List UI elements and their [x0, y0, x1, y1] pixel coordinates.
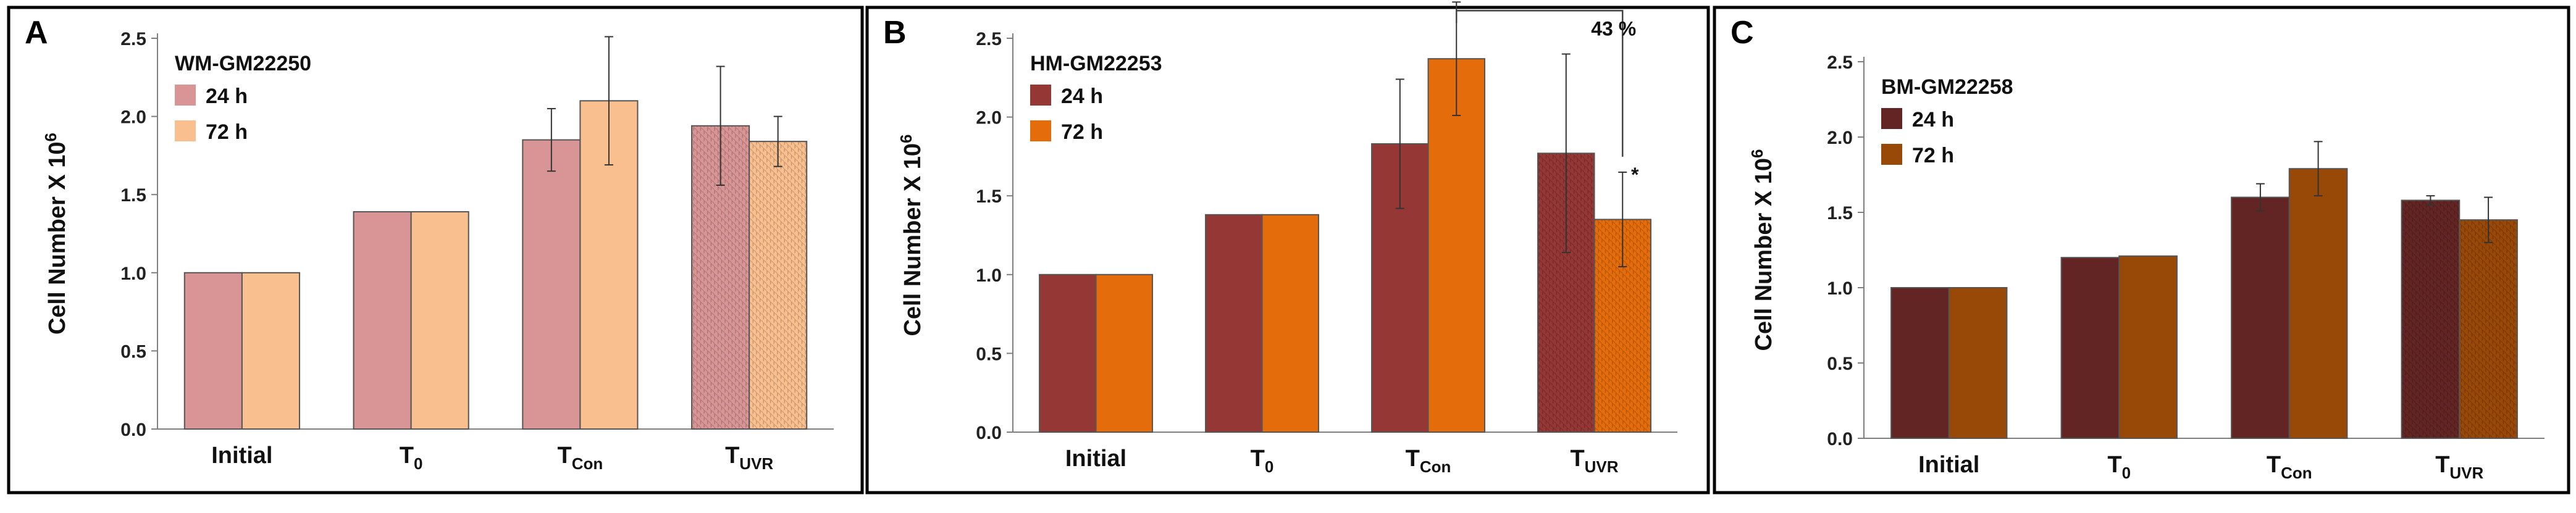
bar — [2459, 219, 2518, 439]
bar — [2401, 199, 2461, 439]
bar — [2060, 257, 2120, 439]
y-tick-label: 1.5 — [1827, 203, 1853, 223]
y-tick-label: 1.0 — [1827, 278, 1853, 299]
bar — [410, 211, 469, 430]
bar — [749, 141, 808, 430]
y-axis-label: Cell Number X 106 — [897, 134, 926, 336]
y-tick-label: 0.0 — [1827, 429, 1853, 449]
bar — [241, 272, 300, 430]
legend-label: 72 h — [1061, 120, 1103, 144]
legend-swatch — [1881, 144, 1902, 165]
chart-title: WM-GM22250 — [175, 52, 311, 75]
chart-title: HM-GM22253 — [1030, 52, 1162, 75]
panel-border — [1713, 6, 2570, 494]
bar — [183, 272, 243, 430]
chart-title: BM-GM22258 — [1881, 75, 2013, 99]
x-tick-label: Initial — [211, 443, 272, 469]
bar — [1890, 287, 1950, 439]
legend-label: 24 h — [206, 85, 248, 108]
bar — [1948, 287, 2008, 439]
panel-c: C 0.0 0.5 1.0 1.5 2.0 2.5 Cell Number X 106 Init… — [1713, 6, 2570, 494]
legend-swatch — [175, 85, 196, 106]
y-tick-label: 1.5 — [976, 186, 1002, 207]
y-axis-label: Cell Number X 106 — [1748, 149, 1777, 351]
panel-b: B 0.0 0.5 1.0 1.5 2.0 2.5 Cell Number X 106 Init… — [865, 1, 1710, 494]
bar — [353, 211, 412, 430]
percent-annotation: 43 % — [1591, 17, 1636, 40]
y-tick-label: 0.5 — [120, 341, 146, 362]
bar — [1261, 214, 1319, 433]
y-tick-label: 0.0 — [120, 420, 146, 440]
bar — [2288, 168, 2348, 439]
legend-label: 72 h — [1912, 144, 1954, 167]
x-tick-label: Initial — [1065, 446, 1126, 472]
panel-border — [7, 6, 864, 494]
x-tick-label: Initial — [1918, 452, 1979, 478]
legend-label: 24 h — [1912, 108, 1954, 131]
x-tick-label: TCon — [2267, 452, 2312, 482]
y-tick-label: 2.5 — [976, 29, 1002, 49]
y-tick-label: 2.0 — [1827, 128, 1853, 148]
comparison-bracket — [1455, 10, 1624, 157]
y-tick-label: 2.0 — [120, 107, 146, 128]
y-tick-label: 1.0 — [120, 264, 146, 284]
y-tick-label: 2.5 — [1827, 52, 1853, 73]
y-tick-label: 1.0 — [976, 265, 1002, 286]
x-tick-label: T0 — [1251, 446, 1274, 476]
bar — [1095, 273, 1153, 433]
x-tick-label: TCon — [1406, 446, 1451, 476]
bar — [2231, 196, 2290, 439]
x-tick-label: TUVR — [1570, 446, 1618, 476]
y-tick-label: 2.5 — [120, 29, 146, 49]
y-tick-label: 0.5 — [1827, 354, 1853, 374]
y-tick-label: 0.5 — [976, 344, 1002, 364]
x-tick-label: TCon — [557, 443, 603, 473]
y-tick-label: 0.0 — [976, 423, 1002, 443]
legend-label: 72 h — [206, 120, 248, 144]
x-tick-label: T0 — [400, 443, 423, 473]
x-tick-label: TUVR — [725, 443, 773, 473]
x-tick-label: T0 — [2107, 452, 2131, 482]
panel-letter: A — [25, 15, 48, 51]
panel-a: A 0.0 0.5 1.0 1.5 2.0 2.5 Cell Number X 106 Init… — [7, 6, 864, 494]
legend-swatch — [175, 120, 196, 141]
panel-letter: B — [883, 15, 907, 51]
legend-label: 24 h — [1061, 85, 1103, 108]
panel-border — [865, 6, 1710, 494]
significance-marker: * — [1631, 164, 1639, 186]
panel-letter: C — [1731, 15, 1754, 51]
y-axis-label: Cell Number X 106 — [41, 133, 70, 335]
legend-swatch — [1881, 108, 1902, 129]
y-tick-label: 1.5 — [120, 185, 146, 206]
legend-swatch — [1030, 85, 1051, 106]
bar — [522, 139, 581, 430]
legend-swatch — [1030, 120, 1051, 141]
bar — [1039, 273, 1097, 433]
bar — [2118, 255, 2178, 439]
bar — [1205, 214, 1263, 433]
x-tick-label: TUVR — [2435, 452, 2483, 482]
y-tick-label: 2.0 — [976, 108, 1002, 128]
